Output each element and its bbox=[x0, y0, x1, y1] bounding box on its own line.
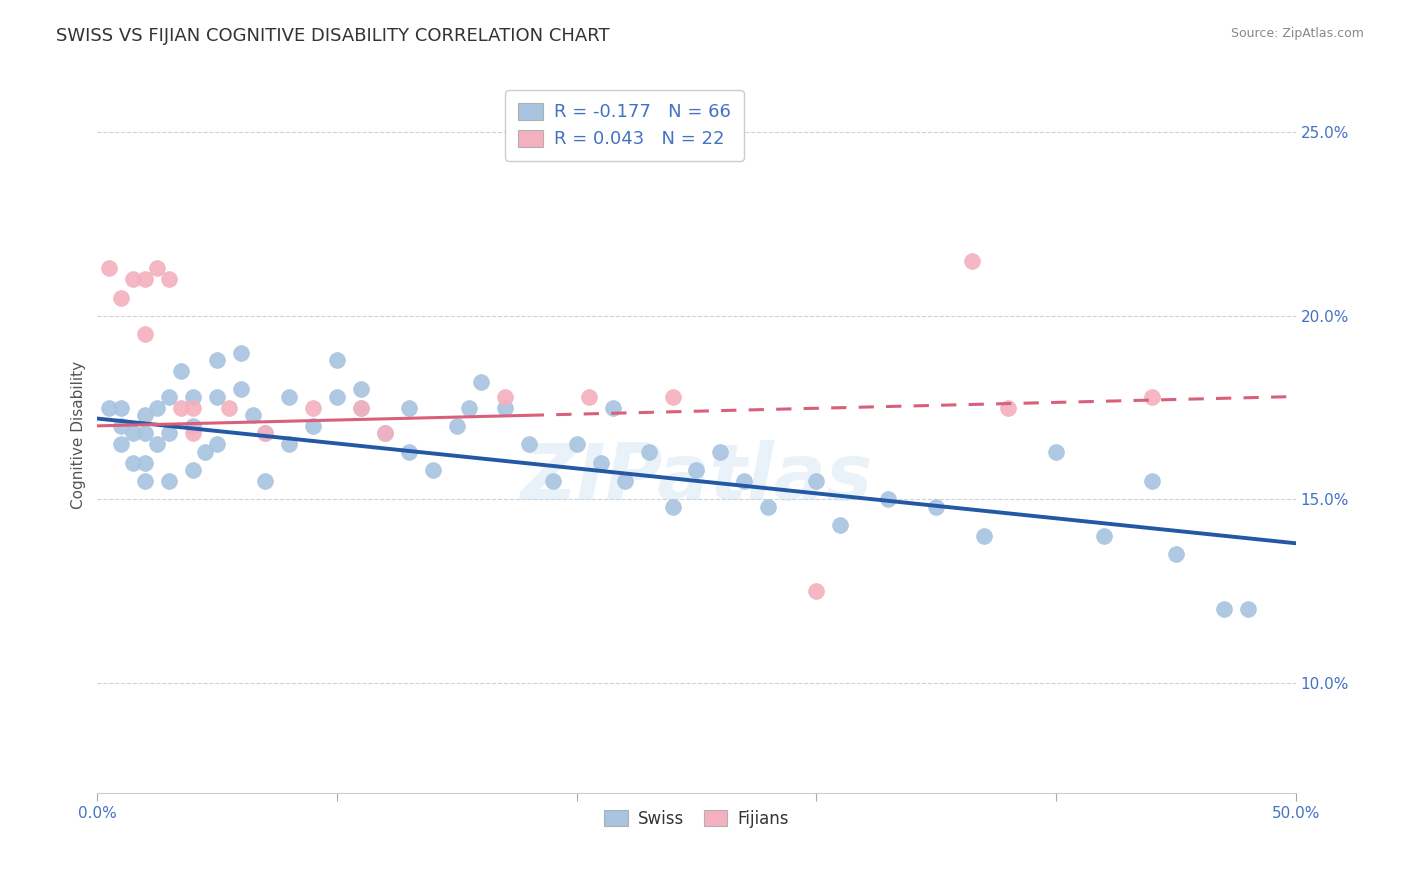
Point bbox=[218, 401, 240, 415]
Point bbox=[470, 375, 492, 389]
Point bbox=[181, 426, 204, 441]
Point bbox=[398, 401, 420, 415]
Point bbox=[302, 401, 325, 415]
Point bbox=[122, 272, 145, 286]
Point bbox=[134, 474, 156, 488]
Point bbox=[1164, 547, 1187, 561]
Point bbox=[422, 463, 444, 477]
Point bbox=[181, 401, 204, 415]
Point bbox=[350, 401, 373, 415]
Point bbox=[374, 426, 396, 441]
Point bbox=[134, 272, 156, 286]
Point bbox=[806, 474, 828, 488]
Point bbox=[242, 408, 264, 422]
Point bbox=[326, 352, 349, 367]
Point bbox=[134, 408, 156, 422]
Point bbox=[181, 390, 204, 404]
Text: ZIPatlas: ZIPatlas bbox=[520, 440, 873, 516]
Y-axis label: Cognitive Disability: Cognitive Disability bbox=[72, 361, 86, 509]
Point bbox=[98, 401, 121, 415]
Point bbox=[254, 474, 277, 488]
Point bbox=[302, 418, 325, 433]
Point bbox=[446, 418, 468, 433]
Point bbox=[517, 437, 540, 451]
Point bbox=[685, 463, 707, 477]
Point bbox=[602, 401, 624, 415]
Point bbox=[973, 529, 995, 543]
Point bbox=[374, 426, 396, 441]
Legend: Swiss, Fijians: Swiss, Fijians bbox=[598, 803, 796, 834]
Point bbox=[181, 463, 204, 477]
Text: Source: ZipAtlas.com: Source: ZipAtlas.com bbox=[1230, 27, 1364, 40]
Point bbox=[350, 401, 373, 415]
Point bbox=[637, 444, 659, 458]
Point bbox=[98, 261, 121, 276]
Point bbox=[110, 437, 132, 451]
Point bbox=[806, 583, 828, 598]
Point bbox=[157, 426, 180, 441]
Point bbox=[960, 253, 983, 268]
Point bbox=[997, 401, 1019, 415]
Point bbox=[541, 474, 564, 488]
Point bbox=[205, 390, 228, 404]
Point bbox=[146, 401, 169, 415]
Point bbox=[578, 390, 600, 404]
Point bbox=[565, 437, 588, 451]
Point bbox=[1045, 444, 1067, 458]
Point bbox=[231, 382, 253, 396]
Point bbox=[110, 401, 132, 415]
Point bbox=[278, 390, 301, 404]
Point bbox=[134, 426, 156, 441]
Text: SWISS VS FIJIAN COGNITIVE DISABILITY CORRELATION CHART: SWISS VS FIJIAN COGNITIVE DISABILITY COR… bbox=[56, 27, 610, 45]
Point bbox=[146, 437, 169, 451]
Point bbox=[709, 444, 731, 458]
Point bbox=[157, 474, 180, 488]
Point bbox=[756, 500, 779, 514]
Point bbox=[1140, 390, 1163, 404]
Point bbox=[350, 382, 373, 396]
Point bbox=[157, 272, 180, 286]
Point bbox=[194, 444, 217, 458]
Point bbox=[170, 364, 193, 378]
Point bbox=[398, 444, 420, 458]
Point bbox=[494, 390, 516, 404]
Point bbox=[1092, 529, 1115, 543]
Point bbox=[278, 437, 301, 451]
Point bbox=[877, 492, 900, 507]
Point bbox=[205, 437, 228, 451]
Point bbox=[494, 401, 516, 415]
Point bbox=[733, 474, 755, 488]
Point bbox=[122, 456, 145, 470]
Point bbox=[110, 291, 132, 305]
Point bbox=[589, 456, 612, 470]
Point bbox=[457, 401, 479, 415]
Point bbox=[830, 517, 852, 532]
Point bbox=[613, 474, 636, 488]
Point bbox=[146, 261, 169, 276]
Point bbox=[1212, 602, 1234, 616]
Point bbox=[170, 401, 193, 415]
Point bbox=[661, 390, 683, 404]
Point bbox=[122, 426, 145, 441]
Point bbox=[254, 426, 277, 441]
Point bbox=[254, 426, 277, 441]
Point bbox=[231, 345, 253, 359]
Point bbox=[134, 456, 156, 470]
Point bbox=[1236, 602, 1258, 616]
Point bbox=[181, 418, 204, 433]
Point bbox=[110, 418, 132, 433]
Point bbox=[1140, 474, 1163, 488]
Point bbox=[326, 390, 349, 404]
Point bbox=[134, 327, 156, 342]
Point bbox=[157, 390, 180, 404]
Point bbox=[661, 500, 683, 514]
Point bbox=[205, 352, 228, 367]
Point bbox=[925, 500, 948, 514]
